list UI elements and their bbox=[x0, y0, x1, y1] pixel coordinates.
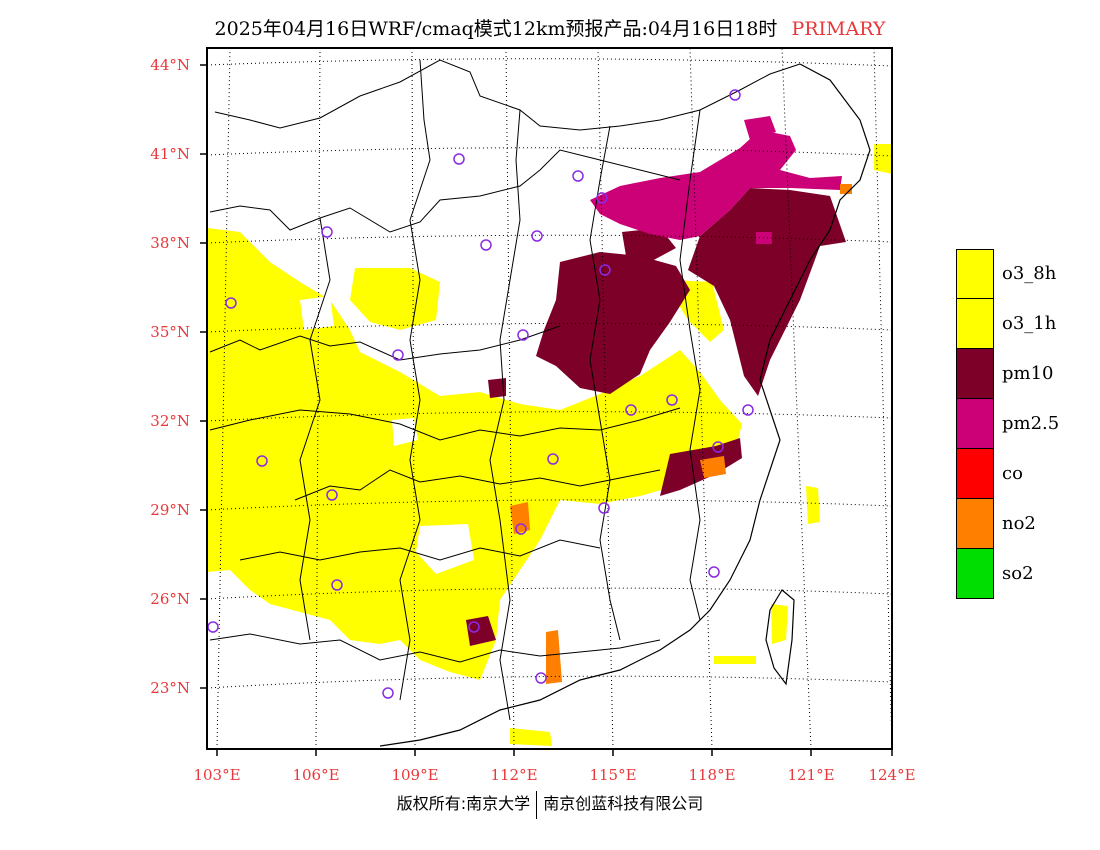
pm25-coverage-region bbox=[590, 116, 842, 244]
legend-label: o3_8h bbox=[1002, 263, 1057, 284]
legend-swatch bbox=[956, 299, 994, 349]
lat-label: 29°N bbox=[150, 501, 190, 519]
legend-label: pm10 bbox=[1002, 363, 1054, 384]
lon-label: 124°E bbox=[868, 766, 916, 784]
map-title: 2025年04月16日WRF/cmaq模式12km预报产品:04月16日18时 P… bbox=[0, 14, 1100, 41]
lat-label: 38°N bbox=[150, 234, 190, 252]
axis-ticks bbox=[200, 64, 893, 756]
coastline bbox=[379, 63, 871, 747]
legend-swatch bbox=[956, 499, 994, 549]
legend-label: so2 bbox=[1002, 563, 1034, 584]
no2-coverage-region bbox=[510, 184, 852, 684]
legend-swatch bbox=[956, 549, 994, 599]
lon-label: 118°E bbox=[688, 766, 736, 784]
province-boundaries bbox=[209, 59, 801, 721]
lat-label: 35°N bbox=[150, 323, 190, 341]
lon-label: 121°E bbox=[787, 766, 835, 784]
longitude-gridlines bbox=[216, 47, 893, 750]
legend-swatch bbox=[956, 449, 994, 499]
lon-label: 115°E bbox=[589, 766, 637, 784]
legend-swatch bbox=[956, 399, 994, 449]
lat-label: 23°N bbox=[150, 679, 190, 697]
lat-label: 41°N bbox=[150, 145, 190, 163]
lon-label: 112°E bbox=[490, 766, 538, 784]
copyright-footer: 版权所有:南京大学 南京创蓝科技有限公司 bbox=[0, 790, 1100, 819]
o3-holes bbox=[300, 296, 474, 574]
legend-swatch bbox=[956, 349, 994, 399]
legend-label: o3_1h bbox=[1002, 313, 1057, 334]
legend-label: co bbox=[1002, 463, 1023, 484]
footer-divider bbox=[536, 790, 538, 819]
map-frame bbox=[206, 47, 893, 750]
pm10-coverage-region bbox=[466, 188, 846, 646]
station-markers bbox=[207, 89, 754, 699]
legend-swatch bbox=[956, 249, 994, 299]
lat-label: 26°N bbox=[150, 590, 190, 608]
o3-coverage-region bbox=[207, 144, 892, 746]
primary-tag: PRIMARY bbox=[791, 18, 886, 40]
lon-label: 106°E bbox=[292, 766, 340, 784]
copyright-company: 南京创蓝科技有限公司 bbox=[543, 794, 704, 813]
latitude-gridlines bbox=[206, 58, 893, 689]
lat-label: 32°N bbox=[150, 412, 190, 430]
lon-label: 109°E bbox=[391, 766, 439, 784]
lat-label: 44°N bbox=[150, 56, 190, 74]
map-title-text: 2025年04月16日WRF/cmaq模式12km预报产品:04月16日18时 bbox=[214, 18, 778, 40]
copyright-owner: 版权所有:南京大学 bbox=[396, 794, 531, 813]
legend-label: pm2.5 bbox=[1002, 413, 1060, 434]
legend-label: no2 bbox=[1002, 513, 1036, 534]
lon-label: 103°E bbox=[193, 766, 241, 784]
taiwan-island bbox=[765, 589, 795, 686]
